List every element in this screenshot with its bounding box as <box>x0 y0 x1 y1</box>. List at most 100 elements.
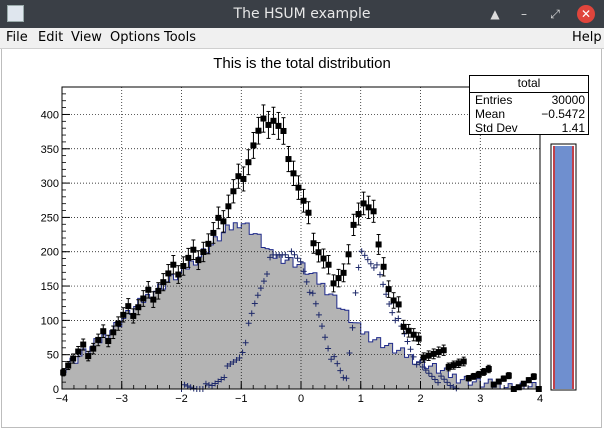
data-point-plus <box>239 349 246 356</box>
y-tick-label: 350 <box>41 144 59 156</box>
data-point-square <box>90 345 97 352</box>
data-point-square <box>375 241 382 248</box>
data-point-square <box>405 327 412 334</box>
menu-edit[interactable]: Edit <box>38 30 64 45</box>
menu-options[interactable]: Options <box>110 30 161 45</box>
data-point-square <box>460 358 467 365</box>
data-point-square <box>290 170 297 177</box>
x-tick-label: 0 <box>298 393 304 405</box>
data-point-plus <box>322 334 329 341</box>
x-tick-label: −2 <box>175 393 188 405</box>
menu-help[interactable]: Help <box>572 30 602 45</box>
y-tick-label: 100 <box>41 315 59 327</box>
data-point-square <box>230 188 237 195</box>
data-point-square <box>190 246 197 253</box>
data-point-plus <box>334 360 341 367</box>
menu-tools[interactable]: Tools <box>164 30 197 45</box>
data-point-square <box>475 371 482 378</box>
data-point-square <box>340 269 347 276</box>
stats-box[interactable]: total Entries 30000 Mean −0.5472 Std Dev 1.… <box>469 75 589 135</box>
data-point-square <box>495 378 502 385</box>
data-point-plus <box>422 367 429 374</box>
x-tick-label: 1 <box>358 393 364 405</box>
data-point-plus <box>230 358 237 365</box>
data-point-plus <box>435 379 442 386</box>
data-point-square <box>505 372 512 379</box>
data-point-square <box>175 271 182 278</box>
data-point-square <box>435 349 442 356</box>
stats-std-label: Std Dev <box>475 121 518 135</box>
data-point-square <box>430 350 437 357</box>
data-point-plus <box>325 345 332 352</box>
data-point-square <box>245 159 252 166</box>
data-point-square <box>160 279 167 286</box>
data-point-plus <box>245 320 252 327</box>
restore-icon[interactable]: – <box>521 7 527 21</box>
data-point-plus <box>257 285 264 292</box>
y-tick-label: 0 <box>53 384 59 396</box>
data-point-square <box>135 304 142 311</box>
data-point-plus <box>312 300 319 307</box>
data-point-plus <box>181 381 188 388</box>
data-point-square <box>75 348 82 355</box>
close-button[interactable]: ✕ <box>577 5 595 23</box>
data-point-square <box>80 341 87 348</box>
data-point-plus <box>349 324 356 331</box>
data-point-plus <box>392 317 399 324</box>
data-point-square <box>140 295 147 302</box>
data-point-plus <box>395 315 402 322</box>
data-point-plus <box>202 380 209 387</box>
data-point-plus <box>361 252 368 259</box>
y-tick-label: 400 <box>41 109 59 121</box>
menu-file[interactable]: File <box>6 30 28 45</box>
data-point-square <box>315 249 322 256</box>
data-point-square <box>170 261 177 268</box>
data-point-square <box>280 127 287 134</box>
data-point-plus <box>251 300 258 307</box>
data-point-plus <box>205 381 212 388</box>
data-point-plus <box>300 268 307 275</box>
data-point-square <box>70 355 77 362</box>
data-point-square <box>455 360 462 367</box>
data-point-square <box>345 251 352 258</box>
data-point-square <box>130 312 137 319</box>
data-point-plus <box>282 251 289 258</box>
data-point-square <box>240 175 247 182</box>
data-point-square <box>365 204 372 211</box>
data-point-plus <box>227 360 234 367</box>
data-point-plus <box>370 264 377 271</box>
data-point-plus <box>315 311 322 318</box>
data-point-square <box>410 331 417 338</box>
data-point-square <box>220 218 227 225</box>
window-titlebar[interactable]: The HSUM example ▲ – ⤢ ✕ <box>0 0 604 28</box>
data-point-square <box>355 210 362 217</box>
data-point-plus <box>288 248 295 255</box>
data-point-plus <box>346 350 353 357</box>
data-point-square <box>390 297 397 304</box>
data-point-square <box>470 373 477 380</box>
data-point-square <box>350 221 357 228</box>
data-point-square <box>105 338 112 345</box>
data-point-plus <box>441 376 448 383</box>
data-point-plus <box>386 300 393 307</box>
maximize-icon[interactable]: ⤢ <box>550 7 560 21</box>
window-title: The HSUM example <box>233 6 371 22</box>
data-point-square <box>325 261 332 268</box>
app-icon <box>7 5 24 22</box>
x-tick-label: 3 <box>477 393 483 405</box>
data-point-plus <box>267 254 274 261</box>
data-point-plus <box>404 338 411 345</box>
menu-view[interactable]: View <box>71 30 102 45</box>
data-point-plus <box>297 258 304 265</box>
data-point-plus <box>233 356 240 363</box>
y-tick-label: 150 <box>41 281 59 293</box>
minimize-icon[interactable]: ▲ <box>490 7 500 21</box>
data-point-square <box>480 368 487 375</box>
data-point-square <box>260 115 267 122</box>
data-point-square <box>465 375 472 382</box>
x-tick-label: −4 <box>56 393 69 405</box>
stats-entries-label: Entries <box>475 93 513 107</box>
data-point-square <box>385 286 392 293</box>
data-point-square <box>65 362 72 369</box>
